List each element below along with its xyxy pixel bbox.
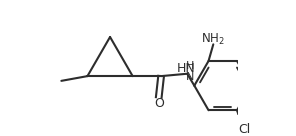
Text: O: O [154, 97, 164, 110]
Text: HN: HN [177, 62, 196, 75]
Text: H
N: H N [185, 61, 194, 82]
Text: Cl: Cl [238, 123, 250, 136]
Text: NH$_2$: NH$_2$ [201, 32, 225, 47]
